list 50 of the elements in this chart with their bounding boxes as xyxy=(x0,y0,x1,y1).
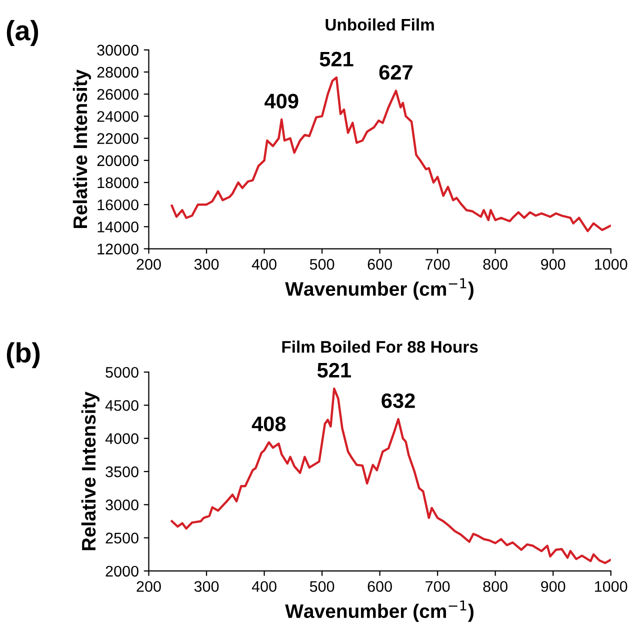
annotation: 632 xyxy=(382,393,415,408)
y-tick-label: 14000 xyxy=(98,222,138,232)
y-tick-label: 28000 xyxy=(97,66,138,78)
y-tick-label: 3000 xyxy=(106,500,138,510)
annotation: 627 xyxy=(379,64,412,80)
y-tick-label: 16000 xyxy=(98,199,138,210)
y-tick-label: 2500 xyxy=(106,532,138,544)
x-tick-label: 1000 xyxy=(595,258,628,270)
y-tick-label: 20000 xyxy=(97,155,138,166)
x-tick-label: 700 xyxy=(426,581,450,592)
y-tick-label: 30000 xyxy=(97,44,138,56)
y-tick-label: 4000 xyxy=(105,433,138,444)
text: (b) xyxy=(6,342,40,368)
text: (a) xyxy=(6,20,38,46)
y-tick-label: 2000 xyxy=(106,566,138,577)
y-axis-title: Relative Intensity xyxy=(72,69,91,228)
x-tick-label: 500 xyxy=(310,258,334,270)
x-tick-label: 700 xyxy=(426,258,450,270)
chart-title: Unboiled Film xyxy=(326,18,434,31)
chart-title: Film Boiled For 88 Hours xyxy=(282,340,478,353)
annotation: 409 xyxy=(264,94,298,108)
x-axis-title: Wavenumber (cm$^{−1}$) xyxy=(285,600,474,622)
x-tick-label: 400 xyxy=(252,581,276,592)
x-tick-label: 300 xyxy=(194,258,219,270)
y-tick-label: 26000 xyxy=(97,88,138,100)
x-tick-label: 900 xyxy=(541,258,566,270)
x-tick-label: 600 xyxy=(368,258,392,270)
annotation: 408 xyxy=(252,416,286,432)
y-tick-label: 4500 xyxy=(105,400,138,411)
y-tick-label: 3500 xyxy=(106,466,138,478)
y-tick-label: 5000 xyxy=(106,366,138,378)
annotation: 521 xyxy=(320,52,354,66)
x-tick-label: 800 xyxy=(483,581,508,592)
y-tick-label: 12000 xyxy=(98,244,138,254)
x-tick-label: 200 xyxy=(136,581,161,592)
x-tick-label: 300 xyxy=(194,581,219,592)
x-tick-label: 1000 xyxy=(595,581,628,592)
y-tick-label: 22000 xyxy=(97,133,138,144)
y-tick-label: 18000 xyxy=(98,177,138,188)
y-tick-label: 24000 xyxy=(97,111,138,122)
annotation: 521 xyxy=(317,362,351,378)
x-tick-label: 600 xyxy=(368,581,392,592)
x-tick-label: 200 xyxy=(136,258,161,270)
x-axis-title: Wavenumber (cm$^{−1}$) xyxy=(285,278,474,300)
x-tick-label: 500 xyxy=(310,581,334,592)
line-series xyxy=(170,388,611,564)
x-tick-label: 800 xyxy=(483,258,508,270)
x-tick-label: 900 xyxy=(541,581,566,592)
y-axis-title: Relative Intensity xyxy=(81,392,100,550)
x-tick-label: 400 xyxy=(252,258,276,270)
